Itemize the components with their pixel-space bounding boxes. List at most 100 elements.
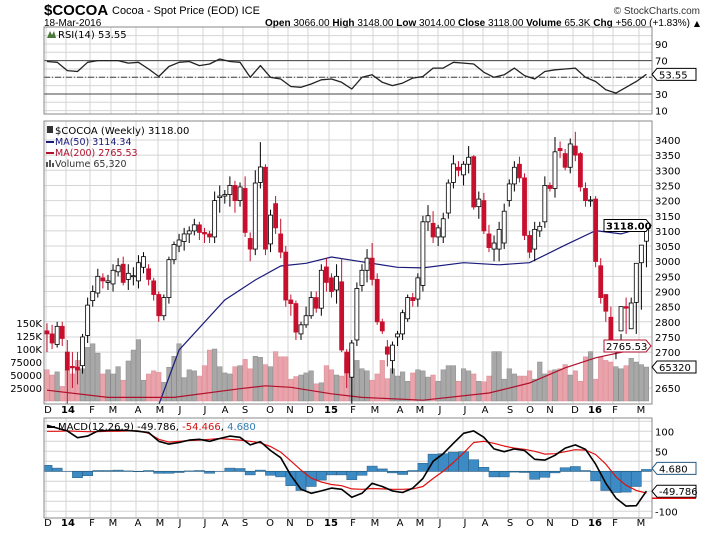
volume-bar [223,373,228,401]
macd-histogram-bar [265,471,275,475]
candle [218,185,222,212]
volume-bar [405,381,410,401]
candle [543,176,547,228]
price-tick-label: 2900 [655,288,680,299]
candle-body [177,240,181,246]
candle [131,267,135,285]
candle-body [238,187,242,201]
macd-histogram-bar [479,467,489,471]
x-axis-label: M [416,518,425,529]
macd-histogram-bar [276,471,286,477]
volume-bar [263,365,268,401]
candle [147,264,151,285]
volume-bar [45,370,50,401]
candle [238,182,242,206]
macd-histogram-bar [499,471,509,477]
volume-bar [156,372,161,401]
candle [55,322,59,348]
candle [213,192,217,244]
price-tick-label: 3200 [655,197,680,208]
candle-body [451,164,455,182]
candle [162,295,166,321]
x-axis-label: 15 [324,405,338,416]
candle-body [213,201,217,237]
volume-bar [177,344,182,401]
candle [634,263,638,334]
candle-body [589,200,593,201]
x-axis-label: J [438,518,442,529]
volume-bar [568,375,573,401]
candle-body [629,303,633,329]
volume-bar [431,375,436,401]
volume-bar [385,379,390,401]
x-axis-label: M [371,518,380,529]
candle-body [50,334,54,343]
candle [284,246,288,307]
volume-bar [400,372,405,401]
volume-bar [50,375,55,401]
volume-bar [85,347,90,401]
candle-body [487,234,491,248]
volume-bar [289,379,294,401]
candle-body [157,295,161,316]
x-axis-label: A [397,405,404,416]
volume-bar [360,369,365,401]
candle-body [279,234,283,252]
candle-body [91,292,95,301]
x-axis-label: A [397,518,404,529]
candle-body [142,257,146,268]
volume-bar [395,376,400,401]
volume-bar [380,360,385,401]
rsi-line [47,59,646,93]
macd-panel [42,425,652,506]
x-axis-label: S [242,405,248,416]
volume-bar [248,369,253,401]
candle [380,319,384,334]
candle-body [294,304,298,332]
candle-body [441,219,445,237]
x-axis-label: M [371,405,380,416]
price-legend: $COCOA (Weekly) 3118.00 MA(50) 3114.34 M… [46,126,189,170]
candle [136,255,140,288]
volume-bar [273,352,278,401]
candle [517,157,521,183]
price-tick-label: 3350 [655,151,680,162]
candle-body [96,276,100,293]
candle [106,275,110,290]
volume-bar [228,374,233,401]
candle [289,295,293,316]
volume-bar [243,359,248,401]
x-axis-label: F [89,405,95,416]
volume-bar [416,370,421,401]
candle-body [365,258,369,270]
candle-body [335,276,339,290]
candle [482,193,486,234]
candle-body [624,307,628,309]
x-axis-label: F [612,518,618,529]
candle-body [421,222,425,286]
volume-bar [309,371,314,401]
volume-bar [537,362,542,401]
volume-bar [456,381,461,401]
candle [233,181,237,213]
x-axis-label: S [242,518,248,529]
candle-body [136,263,140,281]
macd-histogram-bar [83,471,93,475]
candle-body [106,281,110,283]
x-axis-label: F [612,405,618,416]
candle [274,196,278,234]
x-axis-label: A [135,405,142,416]
candle [258,142,262,188]
x-axis-label: D [306,518,314,529]
histogram-value-tag-text: 4.680 [659,464,688,475]
volume-bar [446,366,451,401]
volume-bar [578,381,583,401]
x-axis-label: D [44,518,52,529]
macd-legend-text: MACD(12,26,9) -49.786, -54.466, 4.680 [58,422,256,433]
candle-body [431,223,435,237]
symbol-description: Cocoa - Spot Price (EOD) ICE [112,5,260,17]
volume-bar [451,366,456,401]
x-axis-label: M [156,518,165,529]
candle-body [416,278,420,299]
